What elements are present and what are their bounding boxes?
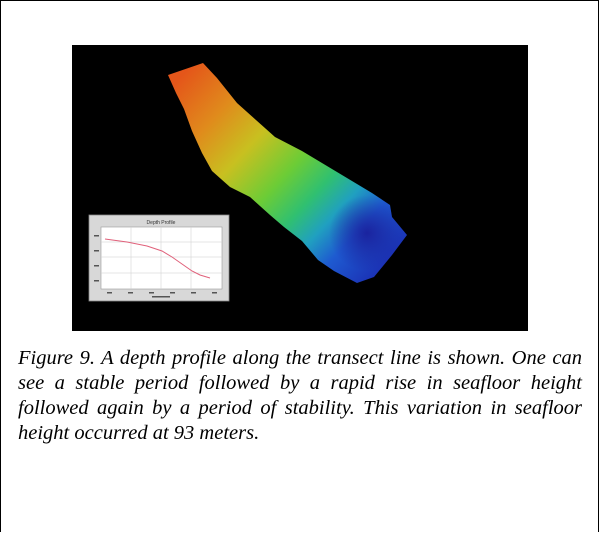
bathymetry-image: Depth Profile [72, 45, 528, 331]
figure-caption: Figure 9. A depth profile along the tran… [18, 347, 582, 444]
depth-profile-line [104, 238, 211, 279]
inset-chart-title: Depth Profile [147, 220, 176, 226]
depth-profile-inset: Depth Profile [88, 214, 230, 302]
bathymetry-map: Depth Profile [88, 63, 407, 302]
